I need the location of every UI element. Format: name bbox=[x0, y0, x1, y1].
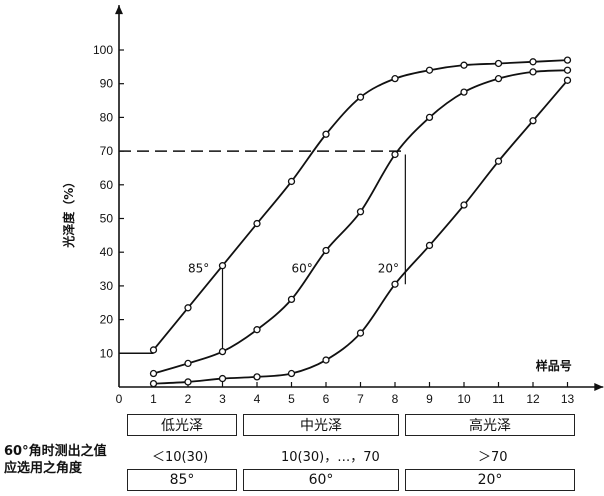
y-tick-label: 80 bbox=[100, 110, 114, 124]
data-point bbox=[287, 177, 296, 186]
y-tick-label: 40 bbox=[100, 245, 114, 259]
x-tick-label: 13 bbox=[561, 392, 575, 406]
data-point bbox=[494, 59, 503, 68]
gloss-chart: 0 1 2 3 4 5 6 7 8 9 10 11 12 13102030405060708090100 … bbox=[61, 5, 604, 406]
data-point bbox=[218, 347, 227, 356]
data-point bbox=[391, 280, 399, 288]
x-tick-label: 10 bbox=[457, 392, 471, 406]
y-tick-label: 30 bbox=[100, 279, 114, 293]
row-title-angle: 应选用之角度 bbox=[4, 461, 83, 476]
data-point bbox=[460, 61, 468, 69]
x-tick-label: 3 bbox=[219, 392, 226, 406]
data-point bbox=[460, 201, 468, 209]
data-point bbox=[529, 58, 537, 66]
data-point bbox=[149, 379, 158, 388]
data-point bbox=[184, 304, 192, 312]
series-group bbox=[149, 56, 572, 388]
x-axis-label: 样品号 bbox=[536, 358, 572, 373]
angle-box-low: 85° bbox=[127, 469, 237, 491]
data-point bbox=[494, 74, 503, 83]
series-1 bbox=[149, 66, 572, 378]
y-tick-label: 10 bbox=[100, 346, 114, 360]
measured-value-high: ＞70 bbox=[478, 450, 508, 465]
data-point bbox=[149, 369, 158, 378]
angle-box-high: 20° bbox=[405, 469, 575, 491]
data-point bbox=[149, 346, 158, 354]
data-point bbox=[287, 295, 296, 304]
series-line bbox=[152, 59, 568, 351]
series-label: 85° bbox=[188, 261, 209, 275]
angle-low-label: 85° bbox=[169, 472, 195, 488]
data-point bbox=[425, 113, 434, 122]
angle-box-medium: 60° bbox=[243, 469, 399, 491]
data-point bbox=[356, 93, 365, 101]
data-point bbox=[287, 369, 296, 378]
y-axis-arrow-icon bbox=[115, 5, 123, 15]
data-point bbox=[322, 356, 330, 364]
data-point bbox=[494, 157, 503, 165]
data-point bbox=[425, 241, 434, 250]
data-point bbox=[218, 262, 227, 270]
x-tick-label: 1 bbox=[150, 392, 157, 406]
series-2 bbox=[149, 76, 572, 388]
x-tick-label: 8 bbox=[392, 392, 399, 406]
y-tick-label: 20 bbox=[100, 313, 114, 327]
x-tick-label: 0 bbox=[116, 392, 123, 406]
y-tick-label: 50 bbox=[100, 212, 114, 226]
y-axis-label: 光泽度（%） bbox=[61, 176, 76, 249]
series-0 bbox=[149, 56, 572, 354]
data-point bbox=[322, 246, 330, 255]
data-point bbox=[563, 76, 572, 84]
data-point bbox=[563, 66, 572, 74]
data-point bbox=[563, 56, 572, 64]
y-tick-label: 90 bbox=[100, 77, 114, 91]
angle-high-label: 20° bbox=[477, 472, 503, 488]
row-title-measured: 60°角时测出之值 bbox=[4, 444, 107, 459]
data-point bbox=[529, 68, 537, 76]
data-point bbox=[391, 74, 399, 83]
x-tick-label: 7 bbox=[357, 392, 364, 406]
data-point bbox=[253, 219, 261, 228]
series-label: 20° bbox=[378, 261, 399, 275]
data-point bbox=[184, 359, 192, 368]
y-tick-label: 100 bbox=[93, 43, 113, 57]
x-tick-label: 6 bbox=[323, 392, 330, 406]
category-medium-gloss-label: 中光泽 bbox=[300, 418, 342, 434]
x-tick-label: 12 bbox=[526, 392, 540, 406]
measured-value-low: ＜10(30) bbox=[152, 450, 209, 465]
category-high-gloss-label: 高光泽 bbox=[469, 418, 511, 434]
y-tick-label: 60 bbox=[100, 178, 114, 192]
data-point bbox=[322, 130, 330, 138]
angle-medium-label: 60° bbox=[308, 472, 334, 488]
x-tick-label: 11 bbox=[492, 392, 505, 406]
series-label: 60° bbox=[292, 261, 313, 275]
data-point bbox=[425, 66, 434, 74]
data-point bbox=[253, 326, 261, 334]
series-line bbox=[153, 79, 569, 385]
data-point bbox=[253, 373, 261, 381]
x-tick-label: 5 bbox=[288, 392, 295, 406]
category-low-gloss-label: 低光泽 bbox=[161, 418, 203, 434]
category-high-gloss: 高光泽 bbox=[405, 414, 575, 436]
series-line bbox=[153, 69, 568, 375]
data-point bbox=[391, 150, 399, 159]
x-tick-label: 9 bbox=[426, 392, 433, 406]
x-tick-label: 4 bbox=[254, 392, 261, 406]
data-point bbox=[356, 208, 365, 216]
category-medium-gloss: 中光泽 bbox=[243, 414, 399, 436]
chart-labels: 光泽度（%） 样品号 85° 60° 20° bbox=[61, 176, 572, 373]
measured-value-medium: 10(30)，…，70 bbox=[281, 450, 380, 465]
x-axis-arrow-icon bbox=[594, 383, 604, 391]
data-point bbox=[218, 374, 227, 383]
data-point bbox=[356, 329, 365, 337]
data-point bbox=[184, 378, 192, 386]
x-tick-label: 2 bbox=[185, 392, 192, 406]
data-point bbox=[460, 88, 468, 96]
category-low-gloss: 低光泽 bbox=[127, 414, 237, 436]
reference-lines bbox=[119, 150, 406, 355]
y-tick-label: 70 bbox=[100, 144, 114, 158]
data-point bbox=[529, 117, 537, 125]
